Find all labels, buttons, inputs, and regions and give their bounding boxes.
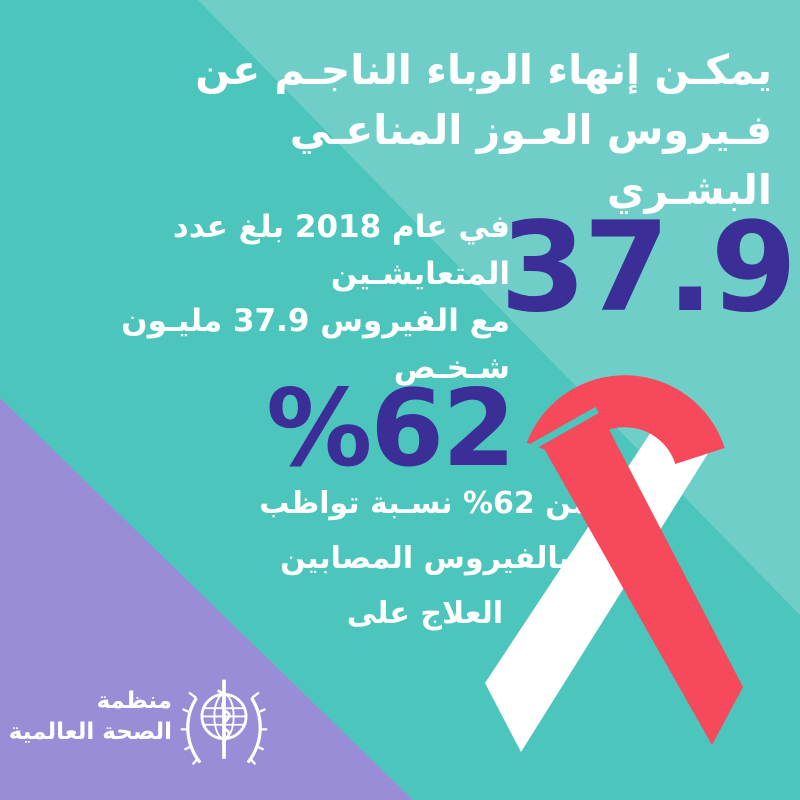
stat1-big-number: 37.9 (500, 196, 797, 340)
stat2-caption-line2: بالفيروس المصابين (280, 541, 570, 576)
ribbon-red-band (542, 418, 743, 745)
stat2-caption-line3: العلاج على (346, 596, 504, 631)
title-line1: يمكـن إنهاء الوباء الناجـم عن (195, 46, 772, 94)
stat1-caption-line2: مع الفيروس 37.9 مليـون شـخـص (121, 303, 510, 386)
ribbon-white-band (485, 423, 712, 752)
who-emblem-icon (178, 674, 270, 770)
stat2-caption-line1: من 62% نسـبة تواظب (259, 486, 591, 521)
ribbon-slit (521, 406, 599, 456)
stat2-big-number: %62 (266, 367, 516, 490)
purple-corner-triangle (0, 398, 413, 800)
who-logo-text: منظمة الصحة العالمية (0, 686, 172, 748)
who-org-line1: منظمة (96, 688, 172, 714)
aids-awareness-ribbon-icon (445, 350, 775, 770)
who-org-line2: الصحة العالمية (8, 719, 172, 745)
stat2-caption: من 62% نسـبة تواظب بالفيروس المصابين الع… (235, 476, 615, 641)
stat1-caption-line1: في عام 2018 بلغ عدد المتعايشـين (172, 209, 510, 292)
page-title: يمكـن إنهاء الوباء الناجـم عن فـيروس الع… (152, 40, 772, 220)
stat1-caption: في عام 2018 بلغ عدد المتعايشـين مع الفير… (30, 204, 510, 392)
title-line2: فـيروس العـوز المناعـي البشـري (289, 106, 772, 214)
